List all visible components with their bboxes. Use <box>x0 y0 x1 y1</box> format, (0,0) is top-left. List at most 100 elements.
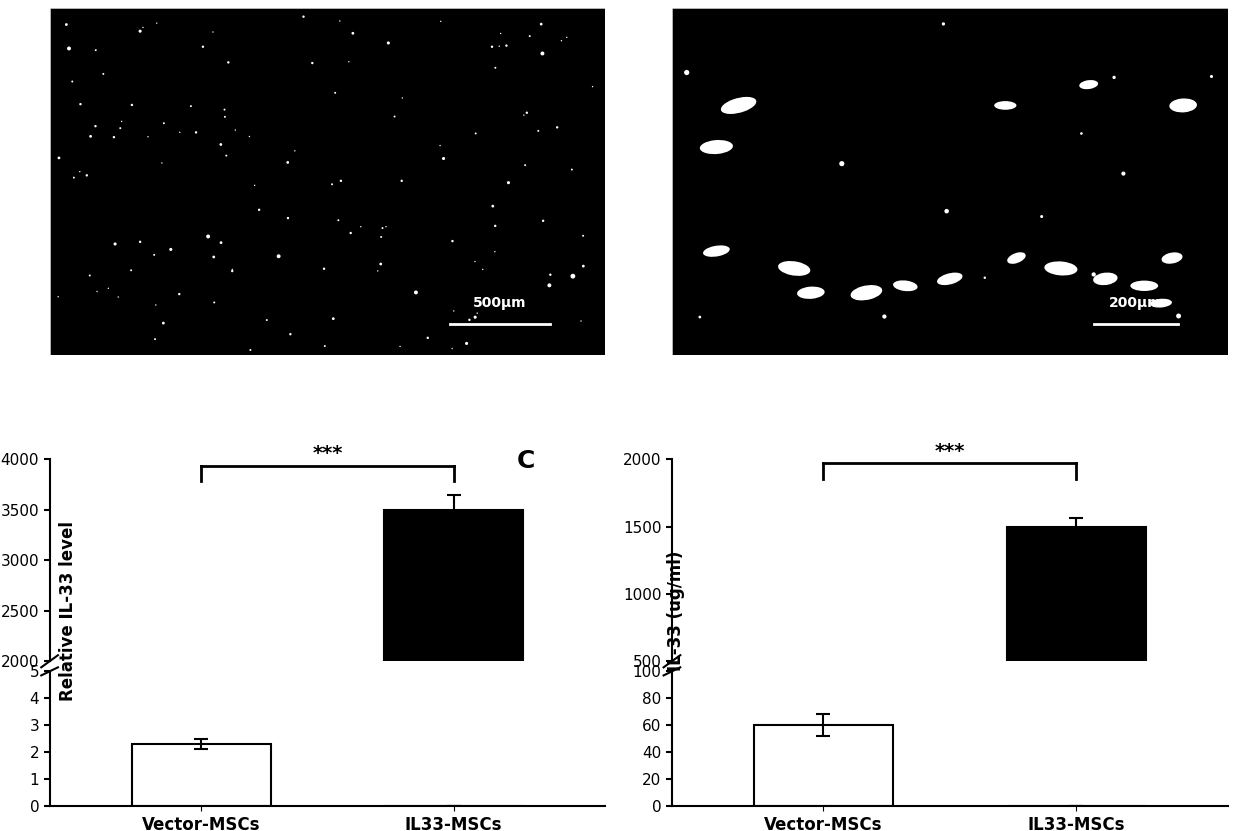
Point <box>170 288 190 301</box>
Ellipse shape <box>1162 253 1183 263</box>
Ellipse shape <box>1007 253 1025 263</box>
Point <box>145 332 165 346</box>
Ellipse shape <box>1149 298 1172 307</box>
Ellipse shape <box>851 285 882 300</box>
Point <box>257 313 277 327</box>
Point <box>48 290 68 303</box>
Point <box>975 271 994 284</box>
Ellipse shape <box>937 273 962 285</box>
Point <box>239 130 259 143</box>
Text: Relative IL-33 level: Relative IL-33 level <box>60 521 77 701</box>
Point <box>280 327 300 341</box>
Point <box>485 219 505 233</box>
Point <box>456 337 476 350</box>
Point <box>376 220 396 234</box>
Ellipse shape <box>893 280 918 291</box>
Point <box>203 250 223 263</box>
Point <box>98 282 118 295</box>
Point <box>211 236 231 249</box>
Point <box>146 298 166 312</box>
Point <box>677 66 697 79</box>
Point <box>93 67 113 81</box>
Point <box>384 110 404 123</box>
Point <box>465 311 485 324</box>
Point <box>330 14 350 27</box>
Point <box>62 75 82 88</box>
Point <box>552 34 572 47</box>
Point <box>112 115 131 128</box>
Point <box>325 86 345 100</box>
Bar <box>1007 527 1146 729</box>
Point <box>528 124 548 137</box>
Point <box>444 304 464 317</box>
Point <box>513 109 533 122</box>
Point <box>557 31 577 44</box>
Point <box>343 27 363 40</box>
Point <box>86 120 105 133</box>
Point <box>341 226 361 239</box>
Text: 200μm: 200μm <box>1109 296 1163 310</box>
Point <box>203 26 223 39</box>
Point <box>108 290 128 303</box>
Point <box>563 269 583 283</box>
Point <box>77 169 97 182</box>
Point <box>105 238 125 251</box>
Point <box>1071 127 1091 140</box>
Point <box>491 27 511 40</box>
Point <box>496 39 516 52</box>
Point <box>324 312 343 325</box>
Point <box>241 343 260 356</box>
Point <box>485 61 505 75</box>
Point <box>418 332 438 345</box>
Point <box>331 175 351 188</box>
Point <box>490 40 510 53</box>
Text: C: C <box>516 449 534 473</box>
Bar <box>754 725 893 806</box>
Point <box>218 56 238 69</box>
Point <box>405 286 425 299</box>
Point <box>64 171 84 184</box>
Point <box>517 106 537 120</box>
Point <box>222 264 242 278</box>
Point <box>198 230 218 243</box>
Point <box>547 120 567 134</box>
Point <box>832 157 852 170</box>
Bar <box>754 720 893 729</box>
Ellipse shape <box>797 287 825 299</box>
Point <box>934 17 954 31</box>
Ellipse shape <box>1044 262 1078 276</box>
Point <box>130 235 150 248</box>
Point <box>936 204 956 218</box>
Point <box>193 40 213 53</box>
Point <box>222 263 242 276</box>
Text: IL-33 (ug/ml): IL-33 (ug/ml) <box>667 551 684 671</box>
Ellipse shape <box>994 101 1017 110</box>
Point <box>314 262 334 275</box>
Point <box>583 80 603 93</box>
Point <box>294 10 314 23</box>
Point <box>874 310 894 323</box>
Point <box>392 91 412 105</box>
Point <box>443 234 463 248</box>
Point <box>133 21 153 34</box>
Point <box>516 159 536 172</box>
Point <box>465 255 485 268</box>
Point <box>104 130 124 144</box>
Point <box>1104 71 1123 84</box>
Point <box>110 121 130 135</box>
Point <box>532 47 552 60</box>
Point <box>572 314 591 327</box>
Point <box>372 221 392 234</box>
Ellipse shape <box>1131 281 1158 291</box>
Point <box>170 125 190 139</box>
Point <box>215 111 234 124</box>
Point <box>315 339 335 352</box>
Point <box>443 342 463 355</box>
Point <box>244 179 264 192</box>
Point <box>69 165 89 179</box>
Ellipse shape <box>1079 80 1099 89</box>
Text: ***: *** <box>935 442 965 461</box>
Point <box>531 17 551 31</box>
Point <box>122 98 141 111</box>
Point <box>181 100 201 113</box>
